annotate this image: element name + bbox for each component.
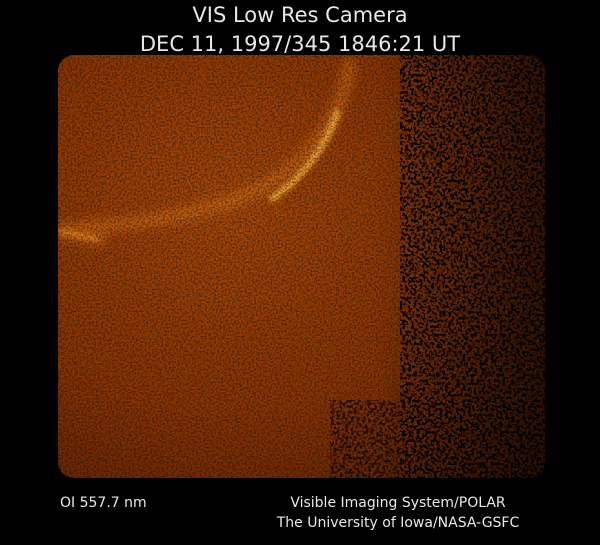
credit-line: Visible Imaging System/POLAR: [290, 495, 506, 511]
filter-label: OI 557.7 nm: [60, 495, 147, 511]
credit-line: The University of Iowa/NASA-GSFC: [276, 515, 520, 531]
camera-image: [58, 55, 545, 478]
timestamp: DEC 11, 1997/345 1846:21 UT: [140, 32, 460, 56]
title: VIS Low Res Camera: [192, 3, 407, 27]
